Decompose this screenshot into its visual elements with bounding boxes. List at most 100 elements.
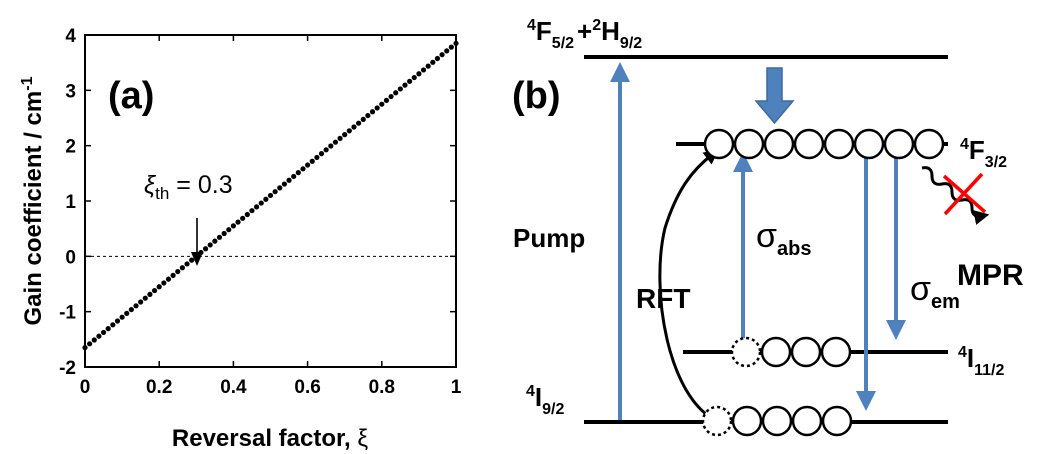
ion <box>703 128 735 160</box>
sigma-abs-label: σabs <box>756 217 811 260</box>
mpr-label: MPR <box>957 259 1024 292</box>
data-point <box>300 166 306 172</box>
data-point <box>244 211 250 218</box>
x-tick-label: 0.6 <box>294 377 320 398</box>
vacated-ion <box>730 336 762 368</box>
relaxation-arrow <box>754 67 795 125</box>
sigma-em-label: σem <box>910 270 960 313</box>
data-point <box>96 333 102 339</box>
data-point <box>397 86 403 92</box>
rft-arrow <box>658 149 719 423</box>
y-tick-label: -1 <box>59 303 76 324</box>
panel-label-a: (a) <box>108 75 154 117</box>
data-point <box>448 44 454 50</box>
data-point <box>147 291 153 297</box>
y-tick-label: 0 <box>65 247 76 268</box>
data-point <box>133 303 139 309</box>
ion <box>733 128 765 160</box>
data-point <box>156 284 162 290</box>
data-point <box>360 116 366 122</box>
data-point <box>272 189 278 195</box>
data-point <box>305 162 311 168</box>
x-axis-label: Reversal factor, ξ <box>172 425 368 452</box>
data-point <box>369 109 376 115</box>
data-point <box>142 295 148 301</box>
mpr-cross-stroke-2 <box>942 174 987 214</box>
data-point <box>309 158 315 164</box>
level-label-i92: 4I9/2 <box>526 382 564 418</box>
data-point <box>277 185 283 191</box>
ion <box>790 336 822 368</box>
ion <box>853 128 885 160</box>
x-axis-ticks: 0 0.2 0.4 0.6 0.8 1 <box>80 35 462 398</box>
data-point <box>175 268 181 275</box>
data-point <box>128 306 134 313</box>
data-point <box>430 59 436 65</box>
ions-i112 <box>730 336 852 368</box>
rft-label: RFT <box>636 283 690 314</box>
data-point <box>346 128 352 134</box>
data-point <box>411 74 417 81</box>
data-point <box>444 48 450 54</box>
data-point <box>189 257 195 263</box>
data-point <box>216 234 223 240</box>
data-point <box>374 105 380 111</box>
data-point <box>240 215 246 221</box>
ion <box>731 405 763 437</box>
x-tick-label: 0.2 <box>146 377 172 398</box>
y-tick-label: 3 <box>65 81 76 102</box>
data-point <box>100 329 107 336</box>
data-point <box>87 341 93 347</box>
data-point <box>226 227 232 233</box>
data-point <box>286 177 292 183</box>
data-point <box>332 139 339 145</box>
data-point <box>82 345 88 351</box>
y-tick-label: 1 <box>65 192 76 213</box>
data-point <box>138 299 144 305</box>
panel-label-b: (b) <box>512 75 561 117</box>
threshold-value: = 0.3 <box>169 171 232 199</box>
data-point <box>402 82 408 88</box>
data-point <box>383 97 390 103</box>
data-point <box>184 261 190 267</box>
x-tick-label: 0 <box>80 377 91 398</box>
data-point <box>453 40 459 46</box>
data-point <box>221 230 227 237</box>
data-point <box>207 242 213 248</box>
data-point <box>253 204 260 210</box>
data-point <box>439 52 445 58</box>
data-point <box>151 287 158 294</box>
data-point <box>258 200 264 206</box>
data-point <box>291 173 297 180</box>
ion <box>820 336 852 368</box>
ion <box>763 128 795 160</box>
data-point <box>342 132 348 138</box>
data-point <box>165 276 172 282</box>
data-point <box>337 135 343 142</box>
ion <box>791 405 823 437</box>
data-point <box>393 90 399 96</box>
data-point <box>170 272 176 278</box>
data-point <box>356 120 362 126</box>
level-label-f52-h92: 4F5/2 +2H9/2 <box>527 16 642 52</box>
mpr-wavy-arrow <box>921 166 990 225</box>
x-tick-label: 0.4 <box>220 377 247 398</box>
data-point <box>420 67 427 73</box>
data-point <box>365 112 371 119</box>
y-tick-label: 4 <box>65 26 76 47</box>
data-point <box>379 101 385 107</box>
data-point <box>230 223 236 229</box>
data-point <box>434 55 441 62</box>
y-tick-label: -2 <box>59 358 76 379</box>
energy-level-diagram: (b) 4F5/2 +2H9/2 4F3/2 4I11/2 4I9/2 Pump … <box>512 16 1024 437</box>
data-point <box>263 196 269 202</box>
y-axis-label-text: Gain coefficient / cm <box>20 91 47 326</box>
data-series <box>82 40 459 351</box>
data-point <box>124 310 130 316</box>
data-point <box>249 208 255 214</box>
data-point <box>281 181 288 187</box>
data-point <box>91 337 97 343</box>
data-point <box>388 93 394 100</box>
data-point <box>267 192 274 199</box>
